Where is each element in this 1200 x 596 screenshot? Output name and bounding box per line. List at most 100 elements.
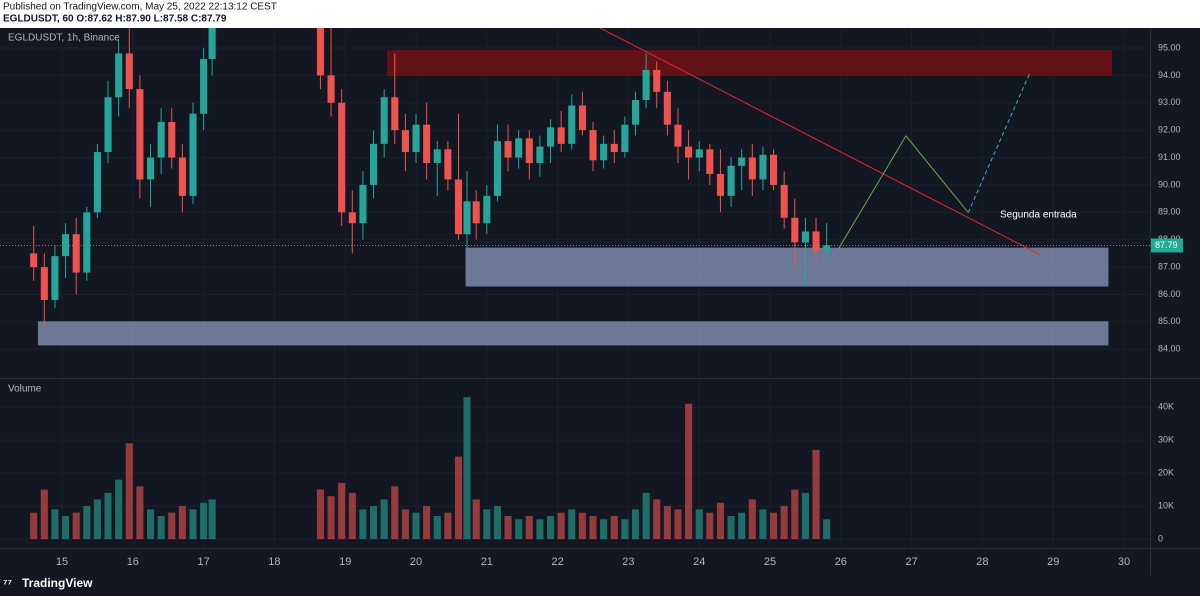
candle-body: [716, 173, 724, 196]
candle-body: [727, 165, 735, 196]
volume-bar: [168, 512, 176, 540]
y-tick-label: 92.00: [1158, 125, 1181, 135]
volume-bar: [770, 512, 778, 540]
volume-bar: [104, 492, 112, 540]
y-tick-label: 86.00: [1158, 289, 1181, 299]
candle-body: [546, 127, 555, 147]
v-tick-label: 0: [1158, 533, 1163, 543]
volume-bar: [433, 515, 441, 540]
volume-bar: [631, 509, 640, 540]
volume-bar: [338, 482, 346, 540]
candle-body: [115, 53, 123, 98]
volume-bar: [463, 397, 471, 540]
candle-body: [369, 143, 378, 185]
candle-body: [642, 69, 650, 101]
candle-body: [589, 130, 597, 161]
candle-body: [83, 212, 91, 273]
candle-body: [208, 28, 216, 59]
v-tick-label: 10K: [1158, 500, 1174, 510]
volume-bar: [51, 509, 59, 540]
candle-body: [759, 154, 767, 180]
x-tick-label: 21: [481, 556, 493, 568]
volume-bar: [72, 512, 80, 540]
volume-bar: [178, 506, 186, 540]
volume-bar: [189, 509, 197, 540]
volume-bar: [578, 512, 586, 540]
last-price-label: 87.79: [1155, 240, 1178, 250]
candle-body: [536, 146, 544, 164]
axes: 15 16 17 18 19 20 21 22 23 24 25 26 27 28 29 30 84.00 85.…: [56, 42, 1183, 568]
y-tick-label: 89.00: [1158, 207, 1181, 217]
volume-bar: [423, 506, 431, 540]
candle-body: [454, 179, 463, 235]
candle-body: [30, 253, 38, 268]
candle-body: [695, 149, 703, 158]
candle-body: [525, 138, 533, 164]
volume-bar: [391, 486, 399, 540]
x-tick-label: 22: [551, 556, 563, 568]
volume-bar: [40, 489, 48, 540]
candle-body: [146, 157, 155, 180]
volume-bar: [791, 489, 799, 540]
y-tick-label: 95.00: [1158, 42, 1181, 52]
volume-bar: [493, 506, 501, 540]
candle-body: [72, 234, 80, 273]
candle-body: [168, 121, 176, 158]
zone: [37, 321, 1109, 346]
volume-bar: [589, 515, 597, 540]
candle-body: [157, 121, 165, 158]
zone: [465, 247, 1109, 287]
symbol-label: EGLDUSDT, 1h, Binance: [8, 33, 120, 44]
volume-bar: [695, 509, 703, 540]
x-tick-label: 24: [693, 556, 705, 568]
volume-bar: [444, 512, 452, 540]
candle-body: [515, 138, 523, 158]
volume-bar: [472, 499, 480, 540]
volume-bar: [780, 506, 788, 540]
volume-bar: [748, 499, 756, 540]
volume-bar: [380, 499, 388, 540]
projection-dashed: [967, 72, 1031, 213]
candle-body: [653, 69, 661, 92]
annotation: Segunda entrada: [1000, 210, 1077, 221]
volume-label: Volume: [8, 384, 42, 395]
x-tick-label: 30: [1118, 556, 1130, 568]
volume-bar: [401, 509, 409, 540]
x-tick-label: 17: [197, 556, 209, 568]
volume-bar: [663, 506, 671, 540]
candle-body: [706, 149, 714, 174]
volume-bar: [536, 519, 544, 540]
ohlc: EGLDUSDT, 60 O:87.62 H:87.90 L:87.58 C:8…: [3, 14, 227, 25]
x-tick-label: 18: [268, 556, 280, 568]
footer-logo: TradingView: [22, 576, 93, 590]
y-tick-label: 90.00: [1158, 179, 1181, 189]
x-tick-label: 28: [976, 556, 988, 568]
x-tick-label: 19: [339, 556, 351, 568]
volume-bar: [727, 515, 735, 540]
y-tick-label: 94.00: [1158, 70, 1181, 80]
volume-bar: [653, 499, 661, 540]
x-tick-label: 25: [764, 556, 776, 568]
volume-bar: [823, 519, 831, 540]
volume-bar: [738, 512, 746, 540]
volume-bar: [125, 443, 133, 540]
candle-body: [327, 75, 335, 103]
candle-body: [178, 157, 186, 196]
candle-body: [621, 124, 629, 153]
zone: [386, 49, 1112, 76]
y-tick-label: 91.00: [1158, 152, 1181, 162]
volume-bar: [208, 499, 216, 540]
volume-bar: [600, 519, 608, 540]
candle-body: [62, 234, 70, 257]
volume-bar: [642, 492, 650, 540]
y-tick-label: 85.00: [1158, 316, 1181, 326]
candle-body: [433, 149, 441, 164]
volume-bar: [200, 502, 208, 540]
candle-body: [685, 146, 693, 158]
volume-bar: [30, 512, 38, 540]
volume-bar: [412, 512, 420, 540]
price-pane: [0, 28, 1150, 378]
candle-body: [348, 212, 356, 224]
v-tick-label: 30K: [1158, 434, 1174, 444]
